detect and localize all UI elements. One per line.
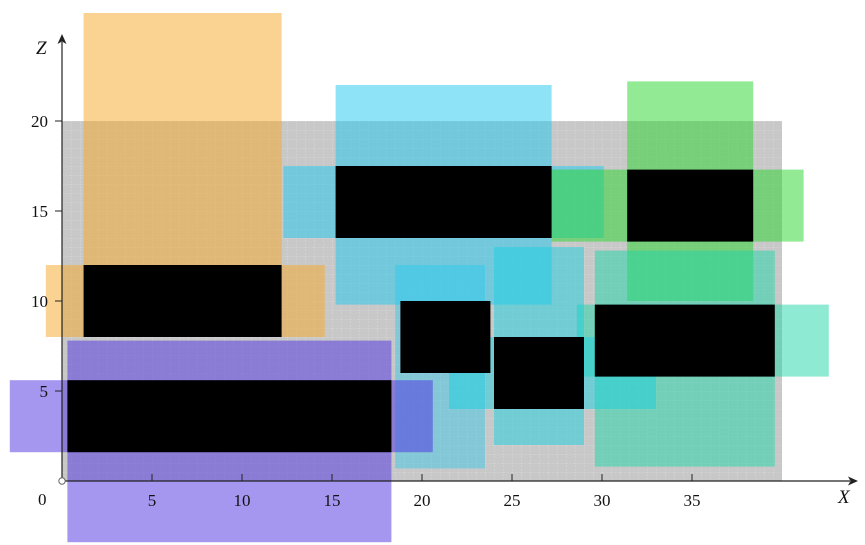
x-axis-title: X <box>837 487 851 508</box>
z-tick-label-10: 10 <box>31 292 48 311</box>
x-tick-label-35: 35 <box>684 491 701 510</box>
object-5 <box>494 337 584 409</box>
x-axis-arrow <box>848 476 858 486</box>
object-6 <box>594 304 775 377</box>
x-tick-label-15: 15 <box>324 491 341 510</box>
object-1 <box>83 265 282 337</box>
z-tick-label-15: 15 <box>31 202 48 221</box>
x-tick-label-5: 5 <box>148 491 157 510</box>
object-layer <box>67 166 775 453</box>
z-axis-title: Z <box>36 38 47 59</box>
tick-marks: 5 10 15 20 25 30 35 5 10 15 20 <box>31 112 701 510</box>
axes: 5 10 15 20 25 30 35 5 10 15 20 X Z 0 <box>31 34 858 510</box>
x-tick-label-20: 20 <box>414 491 431 510</box>
z-tick-label-20: 20 <box>31 112 48 131</box>
object-3 <box>627 169 754 242</box>
object-2 <box>335 166 552 238</box>
object-4 <box>400 301 491 373</box>
object-7 <box>67 380 392 453</box>
z-axis-arrow <box>57 34 67 44</box>
z-tick-label-5: 5 <box>40 382 49 401</box>
x-tick-label-10: 10 <box>234 491 251 510</box>
x-tick-label-25: 25 <box>504 491 521 510</box>
x-tick-label-30: 30 <box>594 491 611 510</box>
origin-marker <box>58 477 66 485</box>
origin-label: 0 <box>38 490 47 509</box>
